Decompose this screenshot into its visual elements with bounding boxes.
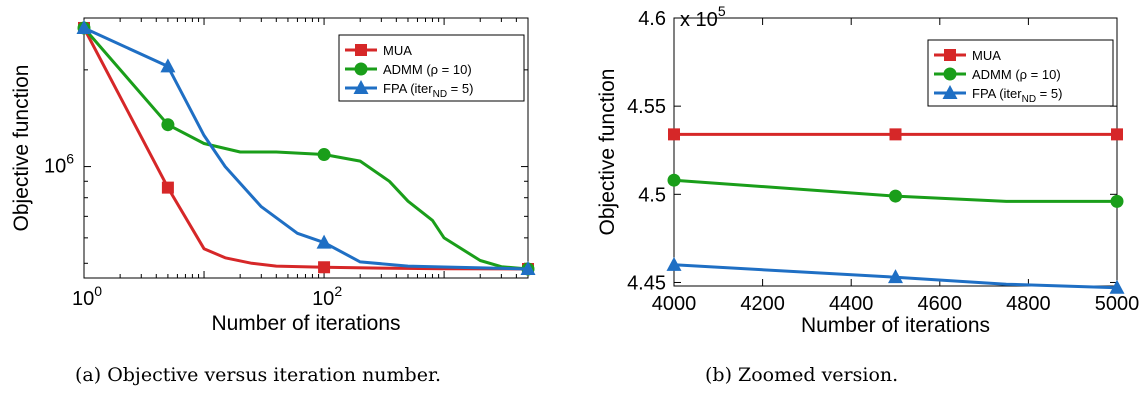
series-line-b-1 <box>673 178 1117 203</box>
data-point-a-2-3 <box>520 260 536 275</box>
data-point-a-1-2 <box>317 148 331 162</box>
legend-marker-0 <box>355 44 367 56</box>
x-tick-label-b-3: 4600 <box>918 293 963 315</box>
x-axis-label-b: Number of iterations <box>801 314 990 337</box>
data-point-b-2-1 <box>888 269 903 284</box>
legend-label-0: MUA <box>972 48 1001 63</box>
figure-canvas: 100 102 106 Number of iterations Objective f… <box>10 3 1139 337</box>
data-point-a-2-0 <box>76 19 92 34</box>
legend-marker-0 <box>944 49 956 61</box>
data-point-b-2-2 <box>1109 279 1125 294</box>
data-point-b-1-2 <box>1110 194 1124 208</box>
data-point-a-1-1 <box>161 118 175 132</box>
legend-marker-1 <box>943 67 957 81</box>
x-tick-label-b-5: 5000 <box>1095 293 1140 315</box>
x-axis-label-a: Number of iterations <box>211 312 400 335</box>
y-axis-label-a: Objective function <box>10 65 33 232</box>
legend-marker-2 <box>353 80 369 94</box>
caption-b: (b) Zoomed version. <box>705 364 899 386</box>
caption-a: (a) Objective versus iteration number. <box>75 364 442 386</box>
x-tick-label-b-1: 4200 <box>740 293 785 315</box>
legend-label-1: ADMM (ρ = 10) <box>972 67 1061 82</box>
legend-label-1: ADMM (ρ = 10) <box>383 62 472 77</box>
y-tick-label-b-0: 4.45 <box>627 272 666 294</box>
plot-frame <box>83 17 529 279</box>
legend-marker-1 <box>354 62 368 76</box>
series-line-a-0 <box>82 27 529 271</box>
legend-label-2: FPA (iterND = 5) <box>972 86 1062 105</box>
x-tick-label-a-0: 100 <box>72 283 102 310</box>
y-tick-label-b-1: 4.5 <box>638 184 666 206</box>
data-point-b-0-2 <box>1111 128 1123 141</box>
y-axis-label-b: Objective function <box>596 69 619 236</box>
legend-label-0: MUA <box>383 43 412 58</box>
y-multiplier-b: x 105 <box>680 3 726 31</box>
data-point-b-1-0 <box>667 173 681 187</box>
data-point-b-1-1 <box>889 189 902 203</box>
x-tick-label-b-4: 4800 <box>1006 293 1051 315</box>
x-tick-label-a-1: 102 <box>312 283 342 310</box>
data-point-a-2-2 <box>316 234 332 249</box>
y-tick-label-b-2: 4.55 <box>627 96 666 118</box>
legend-marker-2 <box>942 85 958 99</box>
y-tick-label-a-0: 106 <box>44 151 74 178</box>
data-point-b-2-0 <box>666 256 682 271</box>
chart-b: 4000 4200 4400 4600 4800 5000 4.45 4.5 4.55 4.6 x … <box>596 3 1139 337</box>
chart-a: 100 102 106 Number of iterations Objective f… <box>10 17 536 335</box>
legend-label-2: FPA (iterND = 5) <box>383 81 473 100</box>
series-line-b-2 <box>673 263 1118 290</box>
data-point-a-2-1 <box>160 58 176 73</box>
y-tick-label-b-3: 4.6 <box>638 8 666 30</box>
x-tick-label-b-0: 4000 <box>652 293 697 315</box>
x-tick-label-b-2: 4400 <box>829 293 874 315</box>
data-point-b-0-0 <box>668 128 680 141</box>
data-point-a-0-2 <box>318 261 331 274</box>
plot-frame <box>673 17 1118 287</box>
data-point-b-0-1 <box>889 128 902 141</box>
series-line-a-2 <box>83 26 529 271</box>
data-point-a-0-1 <box>161 181 174 194</box>
